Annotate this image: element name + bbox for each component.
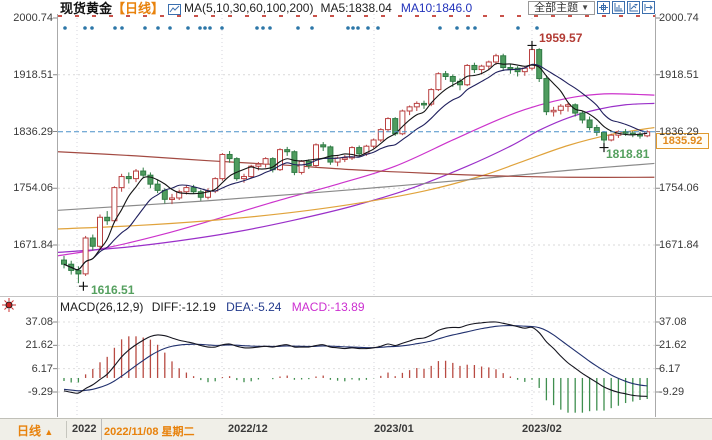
time-axis-bar: 日线 ▲ 2022 2022/11/08 星期二 2022/12 2023/01 202…: [0, 418, 712, 440]
timeframe-selector[interactable]: 日线 ▲: [17, 424, 54, 438]
price-tick-right: 1671.84: [659, 239, 699, 251]
overlay-MA30: [58, 93, 655, 257]
diff-line: [63, 321, 648, 397]
date-label: 2023/02: [522, 423, 562, 435]
gridlines: [53, 14, 660, 415]
overlay-MA60: [58, 102, 655, 253]
timeframe-label[interactable]: 【日线】: [112, 1, 165, 16]
overlay-MA-long: [58, 151, 655, 178]
crosshair-move-icon[interactable]: [597, 1, 610, 14]
overlay-MA100: [58, 126, 655, 230]
price-tick-left: 1836.29: [13, 125, 53, 138]
dea-value: DEA:-5.24: [226, 300, 282, 314]
ma-fast-lines: [63, 62, 648, 271]
overlay-MA200: [58, 162, 655, 211]
date-label: 2022: [72, 423, 97, 435]
price-tick-right: 2000.74: [659, 12, 699, 24]
ma10-value: MA10:1846.0: [400, 0, 473, 15]
macd-tick-right: 6.17: [659, 362, 681, 375]
dropdown-arrow-icon: ▼: [581, 2, 589, 12]
macd-tick-left: -9.29: [27, 386, 53, 398]
price-tick-left: 1671.84: [13, 239, 53, 251]
theme-selector-label: 全部主题: [534, 1, 579, 14]
ma-chart-icon: [168, 2, 182, 15]
macd-indicator-header[interactable]: MACD(26,12,9) DIFF:-12.19 DEA:-5.24 MACD…: [60, 300, 365, 314]
macd-params-label: MACD(26,12,9): [60, 300, 144, 314]
theme-selector-button[interactable]: 全部主题 ▼: [528, 0, 595, 15]
macd-tick-left: 21.62: [25, 339, 53, 352]
ma5-line: [63, 62, 648, 271]
selected-date-tick: [101, 419, 102, 440]
chart-axis-icon[interactable]: [612, 1, 625, 14]
macd-tick-right: -9.29: [659, 386, 685, 398]
event-dots: [63, 26, 539, 30]
macd-lines: [63, 321, 648, 397]
dea-line: [63, 325, 648, 392]
price-tick-left: 1918.51: [13, 68, 53, 81]
extreme-point-markers: [78, 40, 609, 291]
indicator-settings-icon[interactable]: [2, 297, 17, 312]
date-label: 2022/12: [228, 423, 268, 435]
macd-tick-right: 37.08: [659, 316, 687, 328]
recent-low-annotation: 1818.81: [606, 147, 650, 161]
macd-value: MACD:-13.89: [291, 300, 365, 314]
candles-layer: [61, 46, 651, 284]
macd-tick-left: 37.08: [25, 316, 53, 328]
chart-header: 现货黄金 【日线】 MA(5,10,30,60,100,200) MA5:183…: [0, 0, 712, 16]
selected-date-label: 2022/11/08 星期二: [104, 426, 195, 438]
chart-forward-icon[interactable]: [627, 1, 640, 14]
chart-frame: [0, 14, 712, 417]
price-tick-right: 1918.51: [659, 68, 699, 81]
exit-right-icon[interactable]: [642, 1, 655, 14]
macd-tick-right: 21.62: [659, 339, 687, 352]
last-price-badge: 1835.92: [656, 133, 709, 149]
price-tick-right: 1836.29: [659, 125, 699, 138]
date-label: 2023/01: [374, 423, 414, 435]
diff-value: DIFF:-12.19: [151, 300, 216, 314]
bottom-bar-divider: [66, 421, 67, 438]
price-tick-left: 2000.74: [13, 12, 53, 24]
ma5-value: MA5:1838.04: [320, 0, 392, 15]
macd-tick-left: 6.17: [31, 362, 53, 375]
high-price-annotation: 1959.57: [539, 31, 583, 45]
symbol-name: 现货黄金: [60, 1, 113, 16]
macd-histogram: [63, 336, 648, 413]
low-price-annotation: 1616.51: [91, 283, 135, 297]
ma-overlay-lines: [58, 93, 655, 257]
ma10-line: [63, 63, 648, 271]
price-tick-right: 1754.06: [659, 182, 699, 195]
ma-settings-label[interactable]: MA(5,10,30,60,100,200): [184, 0, 314, 15]
up-arrow-icon: ▲: [44, 427, 54, 437]
price-tick-left: 1754.06: [13, 182, 53, 195]
